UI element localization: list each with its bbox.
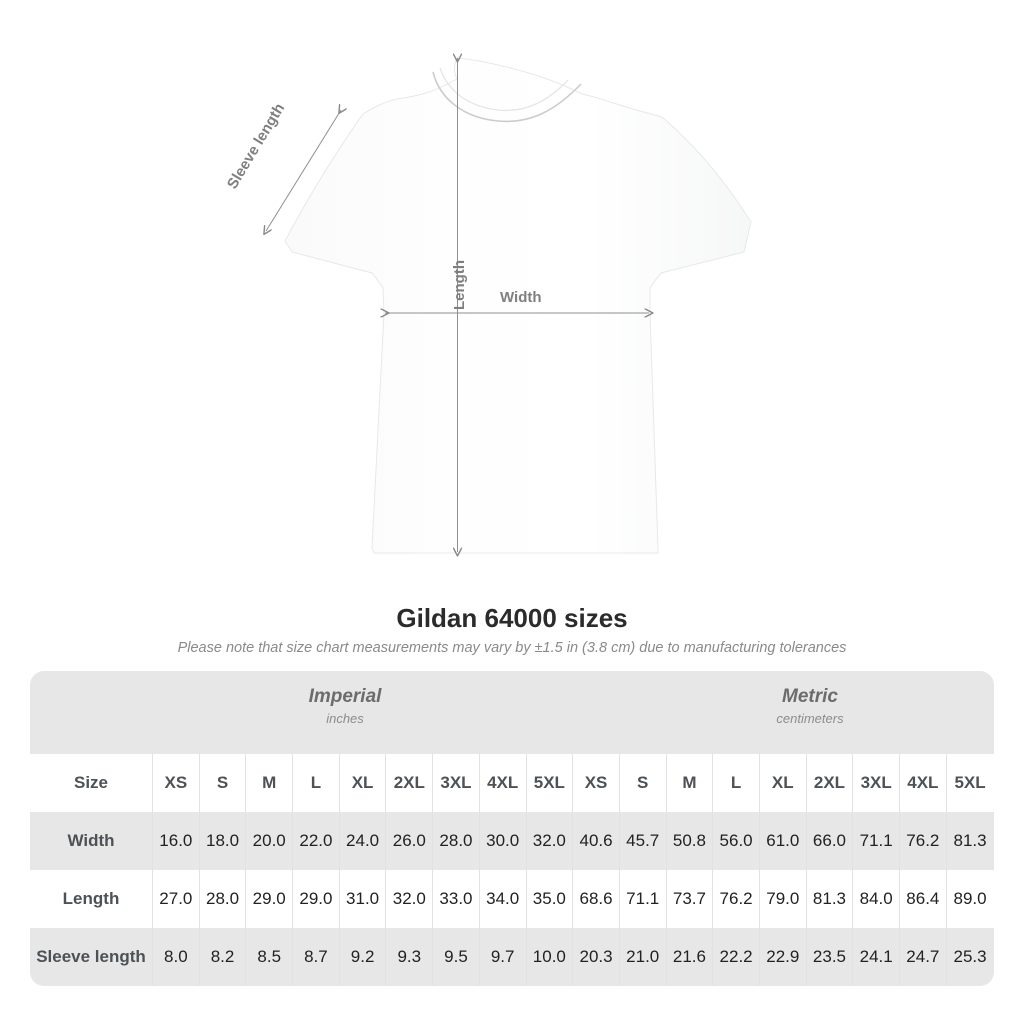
svg-text:Width: Width [500, 289, 542, 306]
svg-text:Sleeve length: Sleeve length [224, 100, 288, 192]
svg-text:Length: Length [451, 260, 468, 310]
